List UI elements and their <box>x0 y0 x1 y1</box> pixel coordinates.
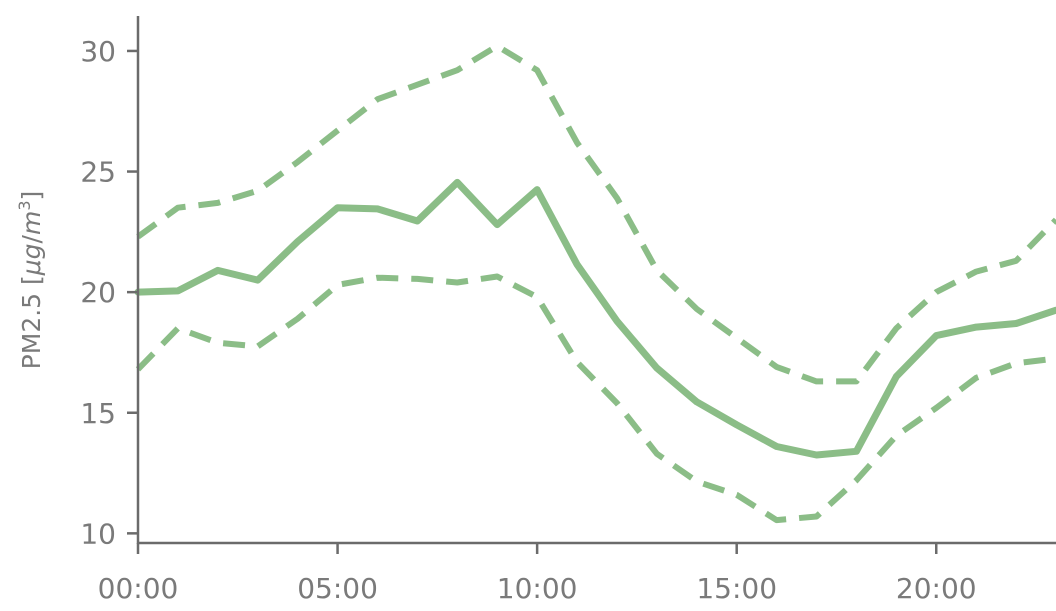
tick-labels: 10 15 20 25 30 00:00 05:00 10:00 15:00 20:00 <box>80 35 976 605</box>
y-axis-title-unit-g: g <box>17 243 46 259</box>
y-tick-label: 30 <box>80 35 116 68</box>
y-tick-label: 15 <box>80 397 116 430</box>
x-tick-label: 20:00 <box>896 572 977 605</box>
series-lines <box>134 43 1056 524</box>
y-axis-title-exponent: 3 <box>15 200 34 210</box>
x-tick-label: 10:00 <box>497 572 578 605</box>
series-line-bound-1 <box>136 43 1056 385</box>
y-tick-label: 10 <box>80 517 116 550</box>
axes <box>127 16 1056 554</box>
x-tick-label: 15:00 <box>696 572 777 605</box>
x-tick-label: 05:00 <box>297 572 378 605</box>
y-tick-label: 20 <box>80 276 116 309</box>
y-axis-title-suffix: ] <box>17 191 46 201</box>
y-axis-title-unit-mu: μ <box>17 259 46 276</box>
series-line-mean <box>134 178 1056 459</box>
y-axis-title-unit-m: m <box>17 211 46 235</box>
y-axis-title-prefix: PM2.5 [ <box>17 275 46 369</box>
series-line-bound-2 <box>135 273 1056 524</box>
y-axis-title-slash: / <box>17 234 46 243</box>
x-tick-label: 00:00 <box>98 572 179 605</box>
y-axis-title: PM2.5 [μg/m3] <box>15 191 46 370</box>
y-tick-label: 25 <box>80 156 116 189</box>
